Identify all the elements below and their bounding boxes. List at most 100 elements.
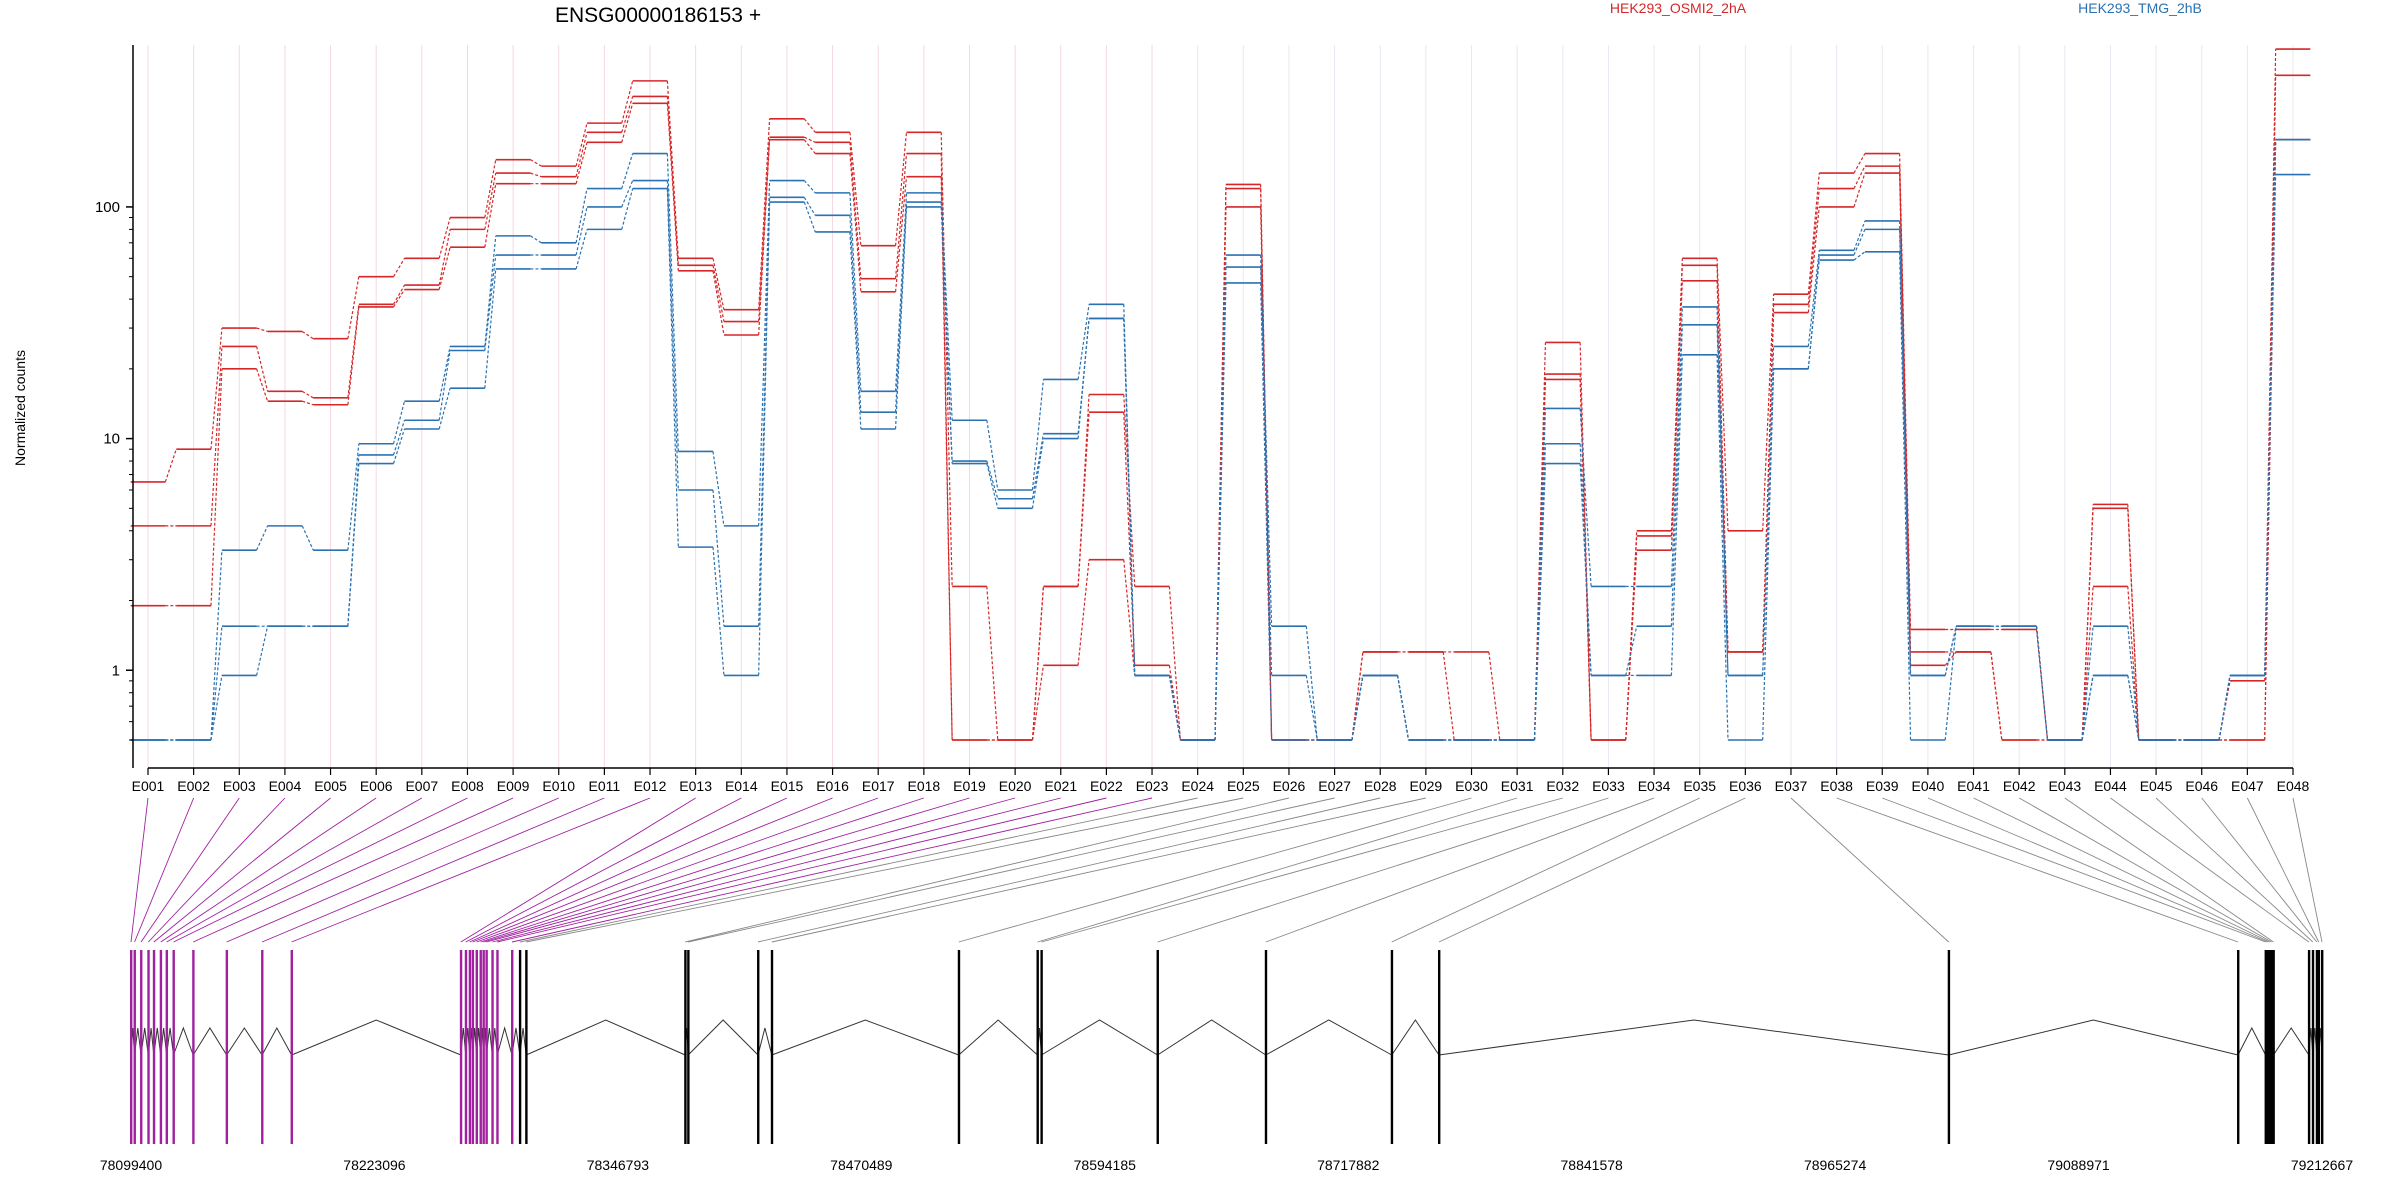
series-join	[758, 197, 771, 627]
exon-connector	[1836, 797, 2239, 943]
series-join	[347, 304, 360, 398]
series-join	[1123, 318, 1136, 676]
series-join	[1533, 408, 1547, 741]
series-join	[758, 180, 771, 526]
exon-box	[133, 950, 136, 1144]
series-join	[986, 460, 999, 499]
series-join	[302, 400, 314, 406]
series-join	[301, 390, 314, 399]
series-join	[2081, 586, 2094, 741]
intron-line	[226, 1027, 263, 1056]
series-join	[803, 139, 816, 154]
series-join	[484, 254, 497, 351]
exon-box	[2321, 950, 2324, 1144]
series-join	[2127, 675, 2140, 741]
series-join	[1351, 675, 1364, 741]
series-join	[1762, 368, 1775, 741]
series-join	[1077, 304, 1090, 380]
x-tick-label: E009	[497, 778, 530, 794]
x-tick-label: E012	[634, 778, 667, 794]
series-join	[1351, 651, 1364, 741]
x-tick-label: E006	[360, 778, 393, 794]
series-join	[1670, 265, 1683, 536]
x-tick-label: E001	[132, 778, 165, 794]
series-join	[1260, 267, 1273, 676]
exon-box	[2270, 950, 2273, 1144]
series-join	[1853, 229, 1866, 256]
series-join	[1807, 173, 1820, 295]
series-join	[392, 420, 406, 456]
series-join	[347, 463, 360, 627]
exon-connector	[469, 797, 788, 943]
x-tick-label: E028	[1364, 778, 1397, 794]
exon-box	[518, 950, 522, 1144]
series-join	[1898, 229, 1912, 676]
genomic-tick-label: 78841578	[1561, 1157, 1624, 1173]
exon-box	[1040, 950, 1043, 1144]
x-tick-label: E002	[177, 778, 210, 794]
series-join	[210, 368, 223, 606]
series-join	[1762, 312, 1775, 652]
series-join	[849, 231, 862, 430]
series-join	[2127, 626, 2140, 741]
exon-connector	[757, 797, 1381, 943]
series-join	[1260, 255, 1273, 627]
intron-line	[1391, 1019, 1440, 1056]
series-join	[438, 229, 451, 286]
series-join	[940, 153, 953, 741]
gene-model	[130, 950, 2324, 1144]
series-join	[1031, 665, 1045, 741]
exon-connector	[480, 797, 924, 943]
exon-box	[496, 950, 499, 1144]
exon-box	[757, 950, 760, 1144]
x-tick-label: E025	[1227, 778, 1260, 794]
series-join	[1305, 626, 1318, 741]
series-join	[2035, 626, 2049, 741]
exon-box	[147, 950, 150, 1144]
series-join	[210, 550, 223, 741]
series-join	[2127, 586, 2140, 741]
x-tick-label: E048	[2277, 778, 2310, 794]
intron-line	[1438, 1019, 1949, 1056]
x-tick-label: E033	[1592, 778, 1625, 794]
x-tick-label: E039	[1866, 778, 1899, 794]
exon-connector	[2201, 797, 2318, 943]
series-join	[1031, 433, 1045, 499]
x-tick-label: E029	[1410, 778, 1443, 794]
series-join	[256, 368, 269, 402]
exon-box	[2264, 950, 2267, 1144]
series-join	[1898, 251, 1912, 741]
series-join	[2218, 675, 2231, 741]
series-join	[2081, 508, 2094, 741]
series-join	[530, 235, 542, 244]
exon-connector	[1037, 797, 1518, 943]
series-lines	[130, 48, 2311, 741]
x-tick-label: E014	[725, 778, 758, 794]
series-join	[1533, 443, 1547, 741]
exon-box	[525, 950, 528, 1144]
exon-box	[2268, 950, 2271, 1144]
exon-box	[491, 950, 494, 1144]
exon-box	[2237, 950, 2240, 1144]
series-join	[1625, 550, 1638, 741]
series-join	[347, 443, 360, 551]
series-join	[940, 206, 953, 464]
series-join	[1168, 665, 1181, 741]
exon-connector	[134, 797, 195, 943]
exon-connector	[958, 797, 1472, 943]
x-tick-label: E023	[1136, 778, 1169, 794]
intron-line	[1157, 1019, 1267, 1056]
x-tick-label: E017	[862, 778, 895, 794]
series-join	[940, 132, 953, 587]
genomic-tick-label: 78223096	[343, 1157, 406, 1173]
genomic-tick-label: 78717882	[1317, 1157, 1380, 1173]
series-join	[712, 489, 725, 627]
exon-connector	[492, 797, 1061, 943]
exon-connector	[147, 797, 286, 943]
series-join	[2081, 675, 2094, 741]
exon-box	[485, 950, 488, 1144]
exon-connector	[1927, 797, 2268, 943]
series-join	[1031, 438, 1045, 509]
exon-box	[1156, 950, 1159, 1144]
series-join	[1944, 651, 1957, 666]
